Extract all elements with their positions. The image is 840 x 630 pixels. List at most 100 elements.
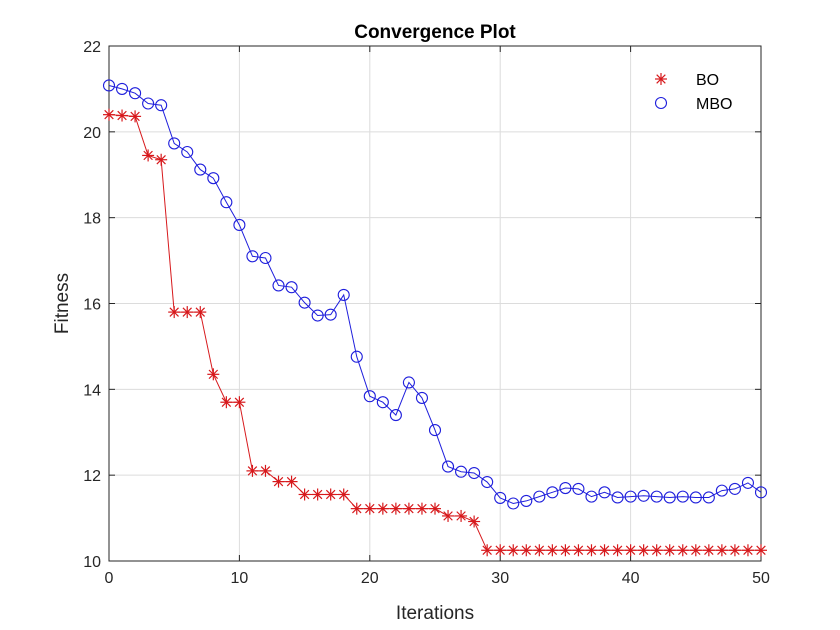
data-point-bo bbox=[194, 306, 207, 319]
data-point-mbo bbox=[402, 376, 415, 389]
data-point-mbo bbox=[415, 391, 429, 404]
data-point-mbo bbox=[702, 491, 715, 504]
data-point-mbo bbox=[168, 137, 181, 150]
data-point-bo bbox=[142, 149, 155, 162]
data-point-bo bbox=[129, 110, 142, 123]
x-tick-label: 10 bbox=[231, 570, 249, 587]
x-axis-label: Iterations bbox=[396, 603, 474, 624]
series-line-mbo bbox=[108, 84, 762, 505]
data-point-bo bbox=[715, 544, 728, 557]
data-point-mbo bbox=[520, 494, 533, 507]
data-point-mbo bbox=[115, 82, 129, 95]
data-point-bo bbox=[285, 475, 298, 488]
data-point-mbo bbox=[585, 490, 598, 503]
data-point-mbo bbox=[363, 390, 376, 403]
data-point-bo bbox=[559, 544, 572, 557]
data-point-mbo bbox=[311, 309, 324, 322]
data-point-bo bbox=[429, 502, 441, 515]
data-point-mbo bbox=[754, 486, 768, 499]
data-point-bo bbox=[533, 544, 546, 557]
data-point-bo bbox=[755, 544, 767, 557]
data-point-bo bbox=[207, 368, 220, 381]
data-point-mbo bbox=[598, 486, 611, 499]
data-point-bo bbox=[494, 544, 507, 557]
data-point-bo bbox=[741, 544, 754, 557]
data-point-bo bbox=[311, 488, 324, 501]
y-tick-label: 12 bbox=[83, 468, 101, 485]
series-mbo bbox=[102, 79, 768, 510]
data-point-mbo bbox=[102, 79, 116, 92]
data-point-mbo bbox=[676, 490, 689, 503]
data-point-mbo bbox=[142, 97, 155, 110]
y-tick-label: 22 bbox=[83, 39, 101, 56]
data-point-bo bbox=[376, 502, 389, 515]
data-point-bo bbox=[259, 464, 272, 477]
data-point-mbo bbox=[389, 409, 402, 422]
data-point-mbo bbox=[233, 218, 246, 232]
legend-label-bo: BO bbox=[696, 72, 719, 89]
data-point-bo bbox=[650, 544, 663, 557]
data-point-mbo bbox=[572, 482, 585, 495]
data-point-mbo bbox=[494, 491, 507, 504]
y-tick-label: 10 bbox=[83, 554, 101, 571]
data-point-mbo bbox=[533, 490, 546, 503]
data-point-bo bbox=[402, 502, 415, 515]
legend-marker-mbo bbox=[654, 96, 668, 110]
data-point-bo bbox=[415, 502, 428, 515]
data-point-bo bbox=[624, 544, 637, 557]
data-point-bo bbox=[689, 544, 702, 557]
data-point-bo bbox=[520, 544, 533, 557]
data-point-bo bbox=[337, 488, 350, 501]
data-point-mbo bbox=[611, 491, 624, 504]
data-point-mbo bbox=[337, 288, 350, 301]
legend: BO MBO bbox=[631, 61, 745, 117]
data-point-bo bbox=[246, 464, 259, 477]
data-point-bo bbox=[442, 509, 455, 522]
data-point-mbo bbox=[663, 491, 676, 504]
x-tick-label: 50 bbox=[752, 570, 770, 587]
legend-label-mbo: MBO bbox=[696, 96, 732, 113]
data-point-mbo bbox=[637, 489, 650, 502]
data-point-bo bbox=[324, 488, 337, 501]
data-point-bo bbox=[350, 502, 363, 515]
data-point-bo bbox=[155, 153, 168, 166]
y-tick-label: 18 bbox=[83, 211, 101, 228]
y-axis-label: Fitness bbox=[52, 273, 73, 334]
data-point-bo bbox=[168, 306, 181, 319]
data-point-mbo bbox=[181, 145, 194, 159]
data-point-bo bbox=[546, 544, 559, 557]
legend-marker-bo bbox=[655, 73, 667, 85]
data-point-bo bbox=[363, 502, 376, 515]
data-point-bo bbox=[455, 509, 468, 522]
data-point-mbo bbox=[285, 281, 298, 294]
y-tick-label: 16 bbox=[83, 297, 101, 314]
data-point-bo bbox=[233, 396, 246, 409]
data-point-bo bbox=[611, 544, 624, 557]
data-point-bo bbox=[663, 544, 676, 557]
data-point-mbo bbox=[559, 481, 572, 495]
data-point-mbo bbox=[715, 484, 728, 497]
data-point-mbo bbox=[546, 486, 559, 499]
data-point-bo bbox=[389, 502, 402, 515]
data-point-mbo bbox=[441, 460, 455, 473]
data-point-mbo bbox=[728, 482, 741, 495]
data-point-bo bbox=[103, 108, 115, 121]
data-point-bo bbox=[572, 544, 585, 557]
data-point-bo bbox=[702, 544, 715, 557]
data-point-mbo bbox=[272, 279, 285, 292]
data-point-mbo bbox=[298, 296, 311, 309]
data-point-mbo bbox=[481, 475, 494, 489]
x-tick-label: 0 bbox=[105, 570, 114, 587]
data-point-mbo bbox=[376, 396, 389, 409]
data-point-mbo bbox=[155, 99, 168, 112]
data-point-mbo bbox=[689, 491, 702, 504]
chart-title: Convergence Plot bbox=[354, 22, 516, 43]
data-point-bo bbox=[220, 396, 233, 409]
data-point-bo bbox=[598, 544, 611, 557]
data-point-bo bbox=[181, 306, 194, 319]
data-point-mbo bbox=[220, 196, 233, 209]
x-tick-label: 30 bbox=[491, 570, 509, 587]
series-bo bbox=[103, 108, 767, 557]
